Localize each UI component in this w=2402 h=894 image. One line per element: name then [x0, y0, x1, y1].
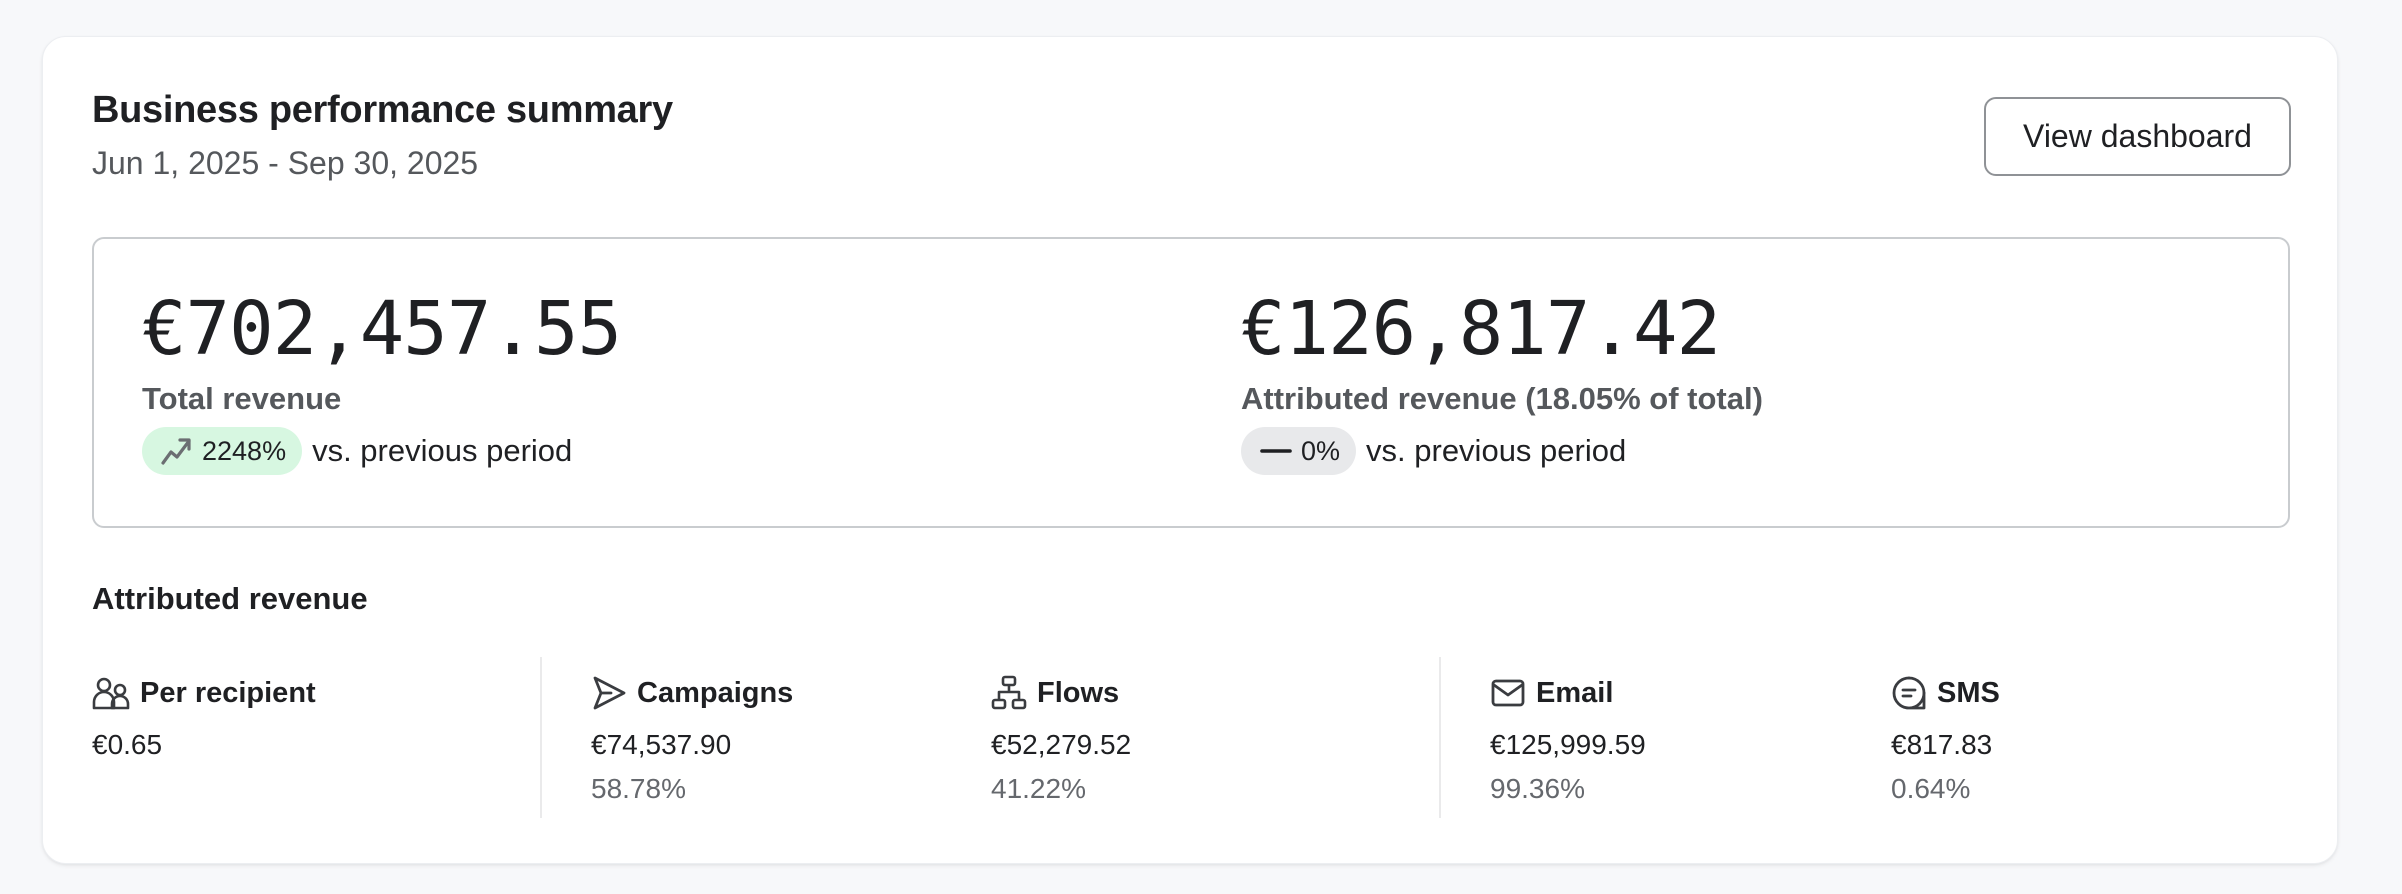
- metric-percent: 41.22%: [991, 773, 1086, 804]
- attributed-revenue-label: Attributed revenue (18.05% of total): [1241, 381, 1763, 416]
- attributed-revenue-change: 0% vs. previous period: [1241, 427, 1763, 475]
- card-title: Business performance summary: [92, 89, 673, 131]
- total-revenue-label: Total revenue: [142, 381, 342, 416]
- metric-label: Campaigns: [637, 676, 794, 709]
- business-performance-card: Business performance summary Jun 1, 2025…: [42, 36, 2338, 864]
- metric-per-recipient: Per recipient €0.65: [92, 673, 316, 761]
- users-icon: [92, 676, 130, 710]
- mail-icon: [1490, 677, 1526, 709]
- comparison-text: vs. previous period: [312, 433, 573, 468]
- metric-sms: SMS €817.83 0.64%: [1891, 673, 2000, 805]
- metric-email: Email €125,999.59 99.36%: [1490, 673, 1646, 805]
- dash-icon: [1259, 435, 1293, 467]
- send-icon: [591, 675, 627, 711]
- metric-label: Per recipient: [140, 676, 316, 709]
- metric-label: Email: [1536, 676, 1614, 709]
- column-divider: [1439, 657, 1441, 818]
- total-revenue-value: €702,457.55: [142, 286, 622, 372]
- metric-value: €817.83: [1891, 729, 1993, 760]
- attributed-revenue-heading: Attributed revenue: [92, 581, 368, 616]
- sms-icon: [1891, 675, 1927, 711]
- metric-label: SMS: [1937, 676, 2000, 709]
- metric-percent: 99.36%: [1490, 773, 1585, 804]
- change-badge: 0%: [1241, 427, 1357, 475]
- metric-flows: Flows €52,279.52 41.22%: [991, 673, 1131, 805]
- metric-value: €0.65: [92, 729, 163, 760]
- flow-icon: [991, 675, 1027, 711]
- date-range: Jun 1, 2025 - Sep 30, 2025: [92, 145, 479, 181]
- metric-value: €74,537.90: [591, 729, 732, 760]
- change-badge: 2248%: [142, 427, 303, 475]
- trending-up-icon: [160, 435, 194, 467]
- metric-percent: 0.64%: [1891, 773, 1971, 804]
- metric-label: Flows: [1037, 676, 1120, 709]
- change-value: 2248%: [202, 435, 287, 466]
- metric-percent: 58.78%: [591, 773, 686, 804]
- attributed-revenue-value: €126,817.42: [1241, 286, 1721, 372]
- attributed-revenue-kpi: €126,817.42 Attributed revenue (18.05% o…: [1241, 287, 1763, 475]
- column-divider: [540, 657, 542, 818]
- total-revenue-change: 2248% vs. previous period: [142, 427, 621, 475]
- total-revenue-kpi: €702,457.55 Total revenue 2248% vs. prev…: [142, 286, 622, 475]
- revenue-summary-box: €702,457.55 Total revenue 2248% vs. prev…: [92, 237, 2290, 528]
- comparison-text: vs. previous period: [1366, 433, 1627, 468]
- view-dashboard-button[interactable]: View dashboard: [1984, 97, 2291, 176]
- metric-value: €125,999.59: [1490, 729, 1646, 760]
- metric-campaigns: Campaigns €74,537.90 58.78%: [591, 673, 793, 805]
- change-value: 0%: [1301, 435, 1341, 466]
- metric-value: €52,279.52: [991, 729, 1132, 760]
